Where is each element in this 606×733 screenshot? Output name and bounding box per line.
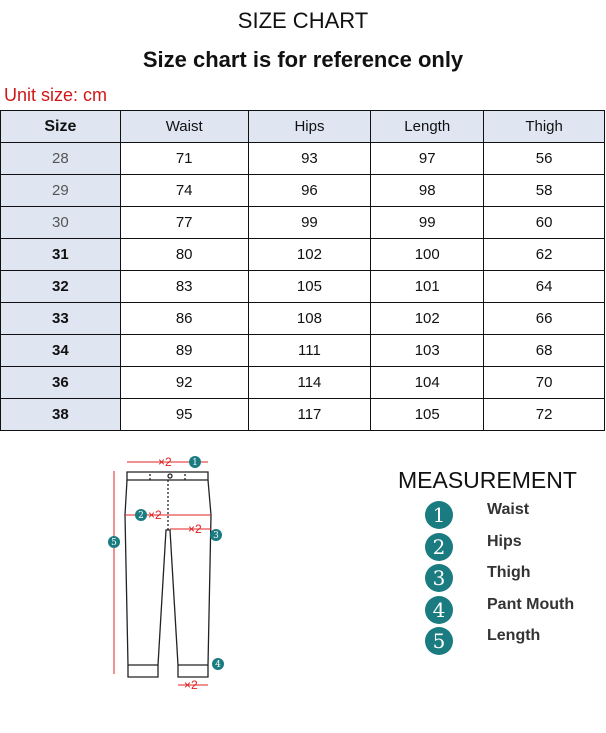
value-cell: 58	[483, 174, 605, 207]
table-row: 33 86 108 102 66	[0, 302, 605, 335]
column-header: Hips	[247, 110, 372, 143]
column-header: Thigh	[483, 110, 605, 143]
size-cell: 36	[0, 366, 121, 399]
measurement-title: MEASUREMENT	[398, 467, 577, 493]
value-cell: 104	[370, 366, 485, 399]
table-row: 28 71 93 97 56	[0, 142, 605, 175]
table-row: 34 89 111 103 68	[0, 334, 605, 367]
multiplier-label: ×2	[158, 455, 172, 469]
value-cell: 105	[370, 398, 485, 431]
value-cell: 77	[119, 206, 249, 239]
table-row: 30 77 99 99 60	[0, 206, 605, 239]
unit-label: Unit size: cm	[4, 85, 108, 105]
multiplier-label: ×2	[148, 508, 162, 522]
size-cell: 38	[0, 398, 121, 431]
number-badge-icon: 4	[425, 595, 453, 624]
size-cell: 28	[0, 142, 121, 175]
value-cell: 62	[483, 238, 605, 271]
value-cell: 99	[247, 206, 372, 239]
badge-number: 3	[213, 531, 219, 541]
size-cell: 34	[0, 334, 121, 367]
table-row: 31 80 102 100 62	[0, 238, 605, 271]
value-cell: 60	[483, 206, 605, 239]
value-cell: 101	[370, 270, 485, 303]
value-cell: 83	[119, 270, 249, 303]
value-cell: 98	[370, 174, 485, 207]
number-badge-icon: 3	[425, 564, 453, 592]
value-cell: 71	[119, 142, 249, 175]
table-row: 32 83 105 101 64	[0, 270, 605, 303]
value-cell: 64	[483, 270, 605, 303]
value-cell: 66	[483, 302, 605, 335]
value-cell: 86	[119, 302, 249, 335]
value-cell: 111	[247, 334, 372, 367]
value-cell: 102	[370, 302, 485, 335]
measurement-label: Pant Mouth	[487, 595, 575, 613]
value-cell: 97	[370, 142, 485, 175]
value-cell: 92	[119, 366, 249, 399]
size-cell: 32	[0, 270, 121, 303]
pants-diagram: ×2 ×2 ×2 ×2 1 2 3 4 5	[108, 455, 224, 692]
value-cell: 102	[247, 238, 372, 271]
value-cell: 99	[370, 206, 485, 239]
number-badge-icon: 1	[425, 501, 453, 529]
multiplier-label: ×2	[184, 678, 198, 692]
badge-number: 4	[215, 660, 221, 670]
size-cell: 30	[0, 206, 121, 239]
value-cell: 108	[247, 302, 372, 335]
table-row: 29 74 96 98 58	[0, 174, 605, 207]
column-header: Waist	[119, 110, 249, 143]
page-title: SIZE CHART	[237, 8, 369, 33]
pants-outline-icon	[124, 471, 212, 678]
value-cell: 80	[119, 238, 249, 271]
value-cell: 70	[483, 366, 605, 399]
measure-arrows	[113, 461, 211, 686]
page-subtitle: Size chart is for reference only	[142, 47, 464, 72]
badge-number: 1	[192, 458, 198, 468]
badge-number: 2	[138, 511, 144, 521]
size-table: Size Waist Hips Length Thigh 28 71 93 97 56 29 74 96…	[0, 110, 605, 431]
table-header-row: Size Waist Hips Length Thigh	[0, 110, 605, 143]
size-cell: 31	[0, 238, 121, 271]
value-cell: 56	[483, 142, 605, 175]
size-cell: 29	[0, 174, 121, 207]
value-cell: 96	[247, 174, 372, 207]
table-row: 36 92 114 104 70	[0, 366, 605, 399]
value-cell: 68	[483, 334, 605, 367]
value-cell: 89	[119, 334, 249, 367]
column-header: Size	[0, 110, 121, 143]
badge-number: 5	[111, 538, 117, 548]
number-badge-icon: 5	[425, 627, 453, 655]
badge-icons	[108, 456, 224, 670]
number-badge-icon: 2	[425, 532, 453, 561]
table-row: 38 95 117 105 72	[0, 398, 605, 431]
measurement-label: Length	[487, 627, 541, 644]
value-cell: 105	[247, 270, 372, 303]
value-cell: 72	[483, 398, 605, 431]
value-cell: 93	[247, 142, 372, 175]
value-cell: 117	[247, 398, 372, 431]
value-cell: 100	[370, 238, 485, 271]
value-cell: 74	[119, 174, 249, 207]
size-cell: 33	[0, 302, 121, 335]
value-cell: 114	[247, 366, 372, 399]
measurement-label: Thigh	[487, 564, 531, 581]
multiplier-label: ×2	[188, 522, 202, 536]
value-cell: 103	[370, 334, 485, 367]
measurement-label: Waist	[487, 501, 530, 518]
measurement-label: Hips	[487, 532, 522, 550]
column-header: Length	[370, 110, 485, 143]
value-cell: 95	[119, 398, 249, 431]
